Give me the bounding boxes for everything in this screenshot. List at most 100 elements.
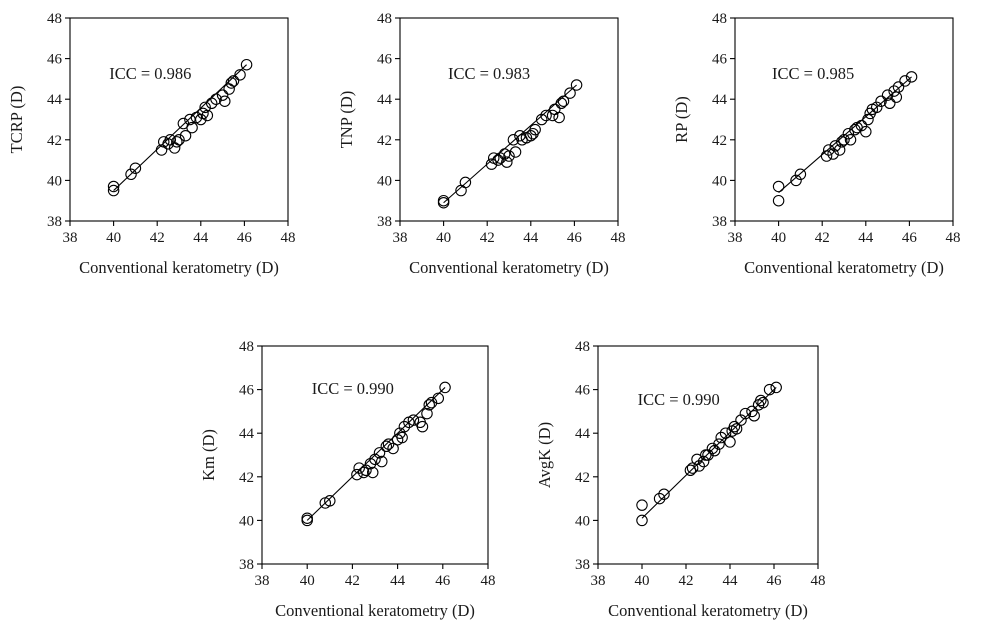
y-tick-label: 40 bbox=[377, 173, 392, 189]
x-tick-label: 38 bbox=[63, 230, 78, 246]
data-point bbox=[905, 71, 918, 83]
data-point bbox=[557, 95, 570, 107]
data-point bbox=[540, 109, 552, 122]
data-point bbox=[535, 113, 548, 126]
y-tick-label: 48 bbox=[575, 339, 590, 355]
x-tick-label: 40 bbox=[300, 573, 315, 589]
y-tick-label: 38 bbox=[377, 214, 392, 230]
data-point bbox=[636, 514, 648, 527]
data-point bbox=[201, 109, 214, 122]
y-tick-label: 40 bbox=[712, 173, 727, 189]
data-point bbox=[357, 466, 370, 479]
data-point bbox=[459, 176, 472, 189]
data-point bbox=[772, 194, 785, 207]
chart-panel-4: 38 40 42 44 46 48 38 40 42 44 46 48 Conventional ker… bbox=[199, 339, 496, 620]
data-point bbox=[494, 152, 507, 164]
data-point bbox=[186, 121, 198, 134]
data-point bbox=[757, 396, 769, 409]
data-point bbox=[439, 381, 451, 394]
plot-frame bbox=[69, 17, 289, 222]
data-point bbox=[216, 89, 229, 101]
data-point bbox=[529, 123, 541, 136]
data-point bbox=[416, 420, 429, 433]
data-point bbox=[553, 111, 565, 124]
y-tick-label: 44 bbox=[47, 92, 63, 108]
y-tick-label: 46 bbox=[47, 52, 63, 68]
data-point bbox=[234, 69, 246, 81]
x-tick-label: 38 bbox=[591, 573, 606, 589]
data-point bbox=[219, 95, 231, 107]
data-point bbox=[173, 134, 185, 146]
icc-annotation: ICC = 0.990 bbox=[312, 379, 394, 398]
data-point bbox=[702, 449, 714, 461]
data-point bbox=[195, 113, 207, 126]
y-tick-label: 46 bbox=[712, 52, 728, 68]
data-point bbox=[240, 58, 253, 71]
data-point bbox=[658, 488, 670, 500]
data-point bbox=[899, 75, 911, 87]
x-tick-label: 48 bbox=[811, 573, 826, 589]
x-tick-label: 38 bbox=[728, 230, 743, 246]
y-tick-label: 42 bbox=[47, 133, 62, 149]
x-axis-label: Conventional keratometry (D) bbox=[744, 258, 944, 277]
data-point bbox=[353, 462, 365, 474]
data-point bbox=[713, 438, 725, 450]
x-axis-label: Conventional keratometry (D) bbox=[275, 601, 475, 620]
x-tick-label: 48 bbox=[946, 230, 961, 246]
x-tick-label: 40 bbox=[635, 573, 650, 589]
data-point bbox=[820, 150, 833, 162]
data-point bbox=[881, 89, 894, 101]
data-point bbox=[724, 436, 736, 448]
x-tick-label: 42 bbox=[150, 230, 165, 246]
data-point bbox=[555, 97, 568, 110]
data-point bbox=[772, 180, 785, 193]
y-tick-label: 46 bbox=[239, 383, 255, 399]
y-axis-label: TCRP (D) bbox=[7, 86, 26, 154]
x-tick-label: 38 bbox=[255, 573, 270, 589]
data-point bbox=[437, 194, 450, 207]
data-point bbox=[525, 129, 537, 142]
data-point bbox=[888, 85, 900, 97]
data-point bbox=[697, 455, 710, 468]
data-point bbox=[423, 399, 435, 411]
y-tick-label: 44 bbox=[575, 426, 591, 442]
data-point bbox=[507, 134, 520, 146]
y-tick-label: 48 bbox=[239, 339, 254, 355]
x-tick-label: 40 bbox=[106, 230, 121, 246]
plot-frame bbox=[261, 345, 489, 565]
data-point bbox=[842, 127, 855, 140]
y-tick-label: 48 bbox=[377, 11, 392, 27]
y-tick-label: 44 bbox=[377, 92, 393, 108]
y-axis-label: Km (D) bbox=[199, 429, 218, 481]
data-point bbox=[653, 492, 666, 505]
data-point bbox=[421, 407, 433, 420]
x-tick-label: 48 bbox=[281, 230, 296, 246]
data-point bbox=[892, 81, 905, 93]
y-tick-label: 42 bbox=[239, 470, 254, 486]
x-tick-label: 42 bbox=[345, 573, 360, 589]
data-point bbox=[324, 495, 336, 507]
data-point bbox=[171, 136, 183, 148]
data-point bbox=[485, 158, 498, 170]
data-point bbox=[225, 77, 238, 89]
data-point bbox=[501, 156, 513, 168]
data-point bbox=[870, 101, 883, 114]
data-point bbox=[836, 136, 848, 148]
x-tick-label: 46 bbox=[567, 230, 583, 246]
y-axis-label: TNP (D) bbox=[337, 91, 356, 149]
data-point bbox=[223, 83, 235, 95]
data-point bbox=[301, 512, 313, 524]
x-tick-label: 42 bbox=[815, 230, 830, 246]
data-point bbox=[693, 460, 705, 472]
data-point bbox=[407, 414, 420, 426]
y-axis-label: AvgK (D) bbox=[535, 422, 554, 488]
x-tick-label: 48 bbox=[611, 230, 626, 246]
data-point bbox=[549, 103, 561, 116]
y-tick-label: 44 bbox=[239, 426, 255, 442]
y-tick-label: 46 bbox=[377, 52, 393, 68]
y-tick-label: 44 bbox=[712, 92, 728, 108]
y-tick-label: 40 bbox=[239, 513, 254, 529]
